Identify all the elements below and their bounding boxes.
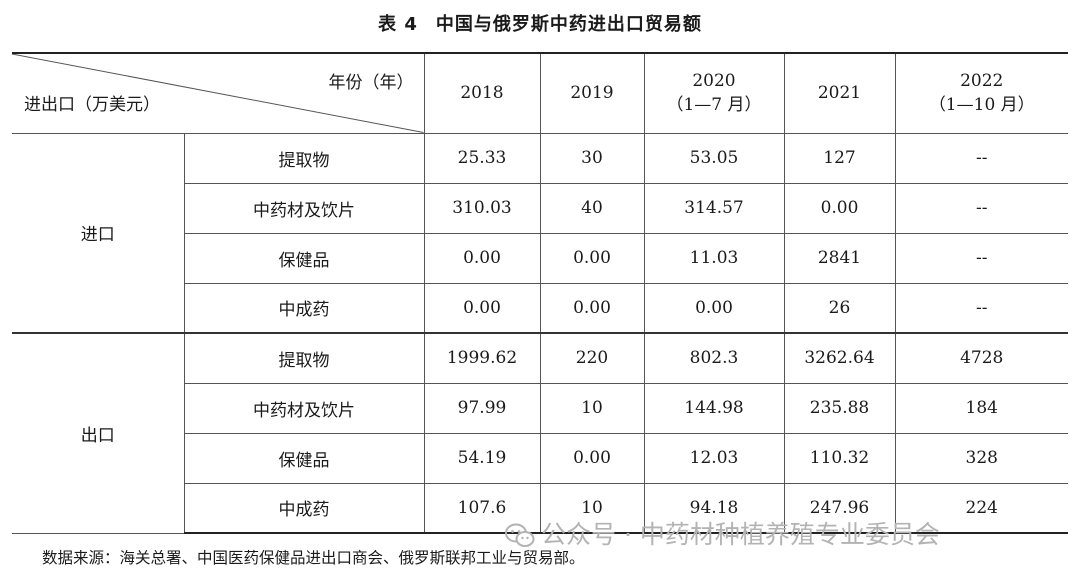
- value-cell: 30: [539, 132, 645, 184]
- value-cell: 247.96: [783, 482, 896, 534]
- group-label-export: 出口: [12, 332, 185, 534]
- table-title-text: 中国与俄罗斯中药进出口贸易额: [435, 14, 702, 35]
- source-note: 数据来源：海关总署、中国医药保健品进出口商会、俄罗斯联邦工业与贸易部。: [42, 549, 585, 567]
- value-cell: 26: [783, 282, 896, 334]
- item-cell: 保健品: [184, 232, 425, 284]
- year-header: 2018: [423, 52, 541, 134]
- year-header: 2019: [539, 52, 645, 134]
- item-cell: 提取物: [183, 132, 425, 184]
- table-row: 进口 提取物 25.33 30 53.05 127 --: [12, 132, 1068, 334]
- value-cell: 0.00: [539, 432, 645, 484]
- value-cell: 0.00: [423, 232, 541, 284]
- value-cell: 10: [539, 382, 645, 434]
- table-row: 保健品 0.00 0.00 11.03 2841 --: [12, 232, 1068, 284]
- table-row: 中成药 0.00 0.00 0.00 26 --: [12, 282, 1068, 334]
- value-cell: 220: [539, 332, 645, 384]
- value-cell: 53.05: [643, 132, 785, 184]
- table-row: 出口 提取物 1999.62 220 802.3 3262.64 4728: [12, 332, 1068, 534]
- table-title: 表 4 中国与俄罗斯中药进出口贸易额: [0, 10, 1080, 36]
- value-cell: 10: [539, 482, 645, 534]
- value-cell: 3262.64: [783, 332, 896, 384]
- value-cell: 97.99: [423, 382, 541, 434]
- header-row: 年份（年） 进出口（万美元） 2018 2019 2020 （1—7 月） 202…: [12, 52, 1068, 134]
- table-number: 表 4: [378, 14, 418, 35]
- value-cell: 328: [894, 432, 1068, 484]
- value-cell: 314.57: [643, 182, 785, 234]
- value-cell: --: [894, 182, 1068, 234]
- diagonal-line: [12, 54, 424, 133]
- item-cell: 保健品: [184, 432, 425, 484]
- value-cell: 224: [894, 482, 1068, 534]
- value-cell: 2841: [783, 232, 896, 284]
- value-cell: 12.03: [643, 432, 785, 484]
- value-cell: 235.88: [783, 382, 896, 434]
- item-cell: 提取物: [183, 332, 425, 384]
- value-cell: 0.00: [539, 282, 645, 334]
- item-cell: 中成药: [184, 482, 425, 534]
- value-cell: 0.00: [783, 182, 896, 234]
- value-cell: 4728: [894, 332, 1068, 384]
- value-cell: 0.00: [423, 282, 541, 334]
- value-cell: 11.03: [643, 232, 785, 284]
- value-cell: 40: [539, 182, 645, 234]
- watermark-text: 公众号 · 中药材种植养殖专业委员会: [541, 520, 940, 549]
- value-cell: --: [894, 282, 1068, 334]
- item-cell: 中成药: [184, 282, 425, 334]
- year-header: 2021: [783, 52, 896, 134]
- item-cell: 中药材及饮片: [184, 182, 425, 234]
- value-cell: 802.3: [643, 332, 785, 384]
- value-cell: 25.33: [423, 132, 541, 184]
- value-cell: 144.98: [643, 382, 785, 434]
- year-header: 2022 （1—10 月）: [894, 52, 1068, 134]
- value-cell: 184: [894, 382, 1068, 434]
- diagonal-header-cell: 年份（年） 进出口（万美元）: [12, 52, 425, 134]
- value-cell: 127: [783, 132, 896, 184]
- value-cell: --: [894, 232, 1068, 284]
- wechat-icon: [505, 523, 535, 549]
- table-row: 中药材及饮片 97.99 10 144.98 235.88 184: [12, 382, 1068, 434]
- value-cell: 0.00: [643, 282, 785, 334]
- year-header: 2020 （1—7 月）: [643, 52, 785, 134]
- table-row: 保健品 54.19 0.00 12.03 110.32 328: [12, 432, 1068, 484]
- table-row: 中成药 107.6 10 94.18 247.96 224: [12, 482, 1068, 534]
- corner-year-label: 年份（年）: [328, 73, 414, 93]
- corner-trade-label: 进出口（万美元）: [24, 94, 160, 115]
- value-cell: 310.03: [423, 182, 541, 234]
- item-cell: 中药材及饮片: [184, 382, 425, 434]
- watermark: 公众号 · 中药材种植养殖专业委员会: [505, 515, 940, 551]
- trade-table: 年份（年） 进出口（万美元） 2018 2019 2020 （1—7 月） 202…: [12, 52, 1068, 534]
- table-row: 中药材及饮片 310.03 40 314.57 0.00 --: [12, 182, 1068, 234]
- value-cell: 1999.62: [423, 332, 541, 384]
- value-cell: 94.18: [643, 482, 785, 534]
- group-label-import: 进口: [12, 132, 185, 334]
- value-cell: 110.32: [783, 432, 896, 484]
- value-cell: 0.00: [539, 232, 645, 284]
- value-cell: --: [894, 132, 1068, 184]
- value-cell: 54.19: [423, 432, 541, 484]
